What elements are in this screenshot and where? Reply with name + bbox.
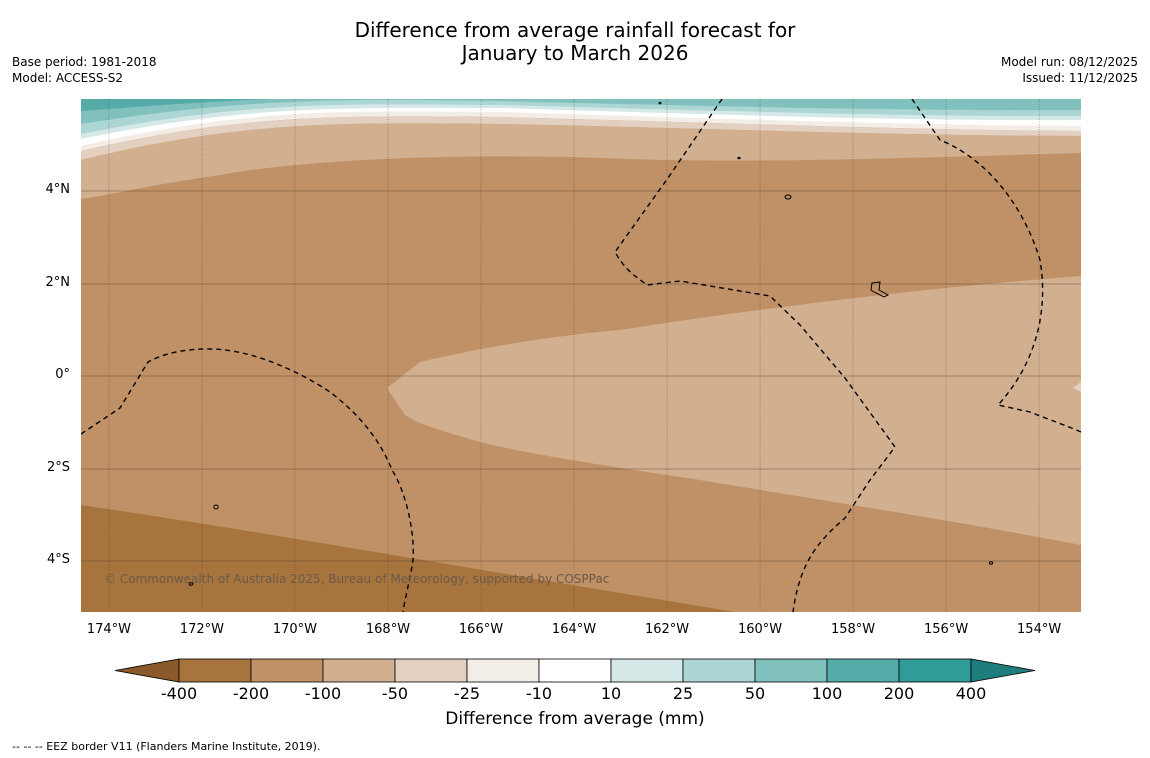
field-50-to-100 [81, 99, 1081, 124]
longitude-grid [108, 99, 1040, 612]
longitude-tick-label: 154°W [1017, 622, 1062, 637]
longitude-tick-label: 158°W [830, 622, 876, 637]
eez-border-central [614, 99, 896, 612]
meta-right: Model run: 08/12/2025 Issued: 11/12/2025 [1001, 54, 1138, 86]
colorbar-segment [178, 658, 252, 683]
latitude-tick-label: 4°N [45, 182, 71, 198]
longitude-tick-label: 168°W [365, 622, 411, 637]
colorbar-tick-label: 50 [744, 684, 766, 703]
colorbar-tick-label: -100 [304, 684, 342, 703]
colorbar-tick-label: -50 [381, 684, 409, 703]
colorbar-tick-label: -10 [525, 684, 553, 703]
colorbar-segment [250, 658, 324, 683]
colorbar-extend-low [114, 658, 180, 683]
eez-border-east [911, 99, 1081, 433]
islands [188, 101, 994, 586]
colorbar-segment [826, 658, 900, 683]
latitude-tick-label: 4°S [46, 552, 70, 568]
longitude-tick-label: 156°W [924, 622, 969, 637]
island [988, 561, 994, 565]
meta-left: Base period: 1981-2018 Model: ACCESS-S2 [12, 54, 157, 86]
colorbar-segment [610, 658, 684, 683]
longitude-tick-label: 164°W [551, 622, 597, 637]
colorbar-tick-label: -25 [453, 684, 481, 703]
longitude-tick-label: 172°W [179, 622, 224, 637]
field-minus100-to-minus50-equatorial [387, 276, 1081, 545]
colorbar-tick-label: 200 [883, 684, 915, 703]
colorbar-tick-label: 100 [811, 684, 843, 703]
eez-borders [81, 99, 1081, 612]
colorbar-segment [322, 658, 396, 683]
colorbar [114, 658, 1036, 683]
island [188, 582, 194, 586]
island [784, 194, 792, 200]
field-minus100-to-minus50-north [81, 123, 1081, 199]
title-line-2: January to March 2026 [461, 41, 689, 65]
island [737, 156, 741, 160]
base-period-label: Base period: 1981-2018 [12, 55, 157, 69]
map-plot-area [81, 99, 1081, 612]
colorbar-tick-label: 25 [672, 684, 694, 703]
title-line-1: Difference from average rainfall forecas… [354, 18, 796, 42]
colorbar-segment [754, 658, 828, 683]
longitude-tick-label: 166°W [458, 622, 504, 637]
model-run-label: Model run: 08/12/2025 [1000, 55, 1138, 69]
field-minus50-to-minus25 [81, 116, 1081, 160]
island [870, 281, 890, 298]
latitude-tick-label: 0° [55, 367, 70, 383]
model-label: Model: ACCESS-S2 [12, 71, 124, 85]
field-minus400-to-minus200 [81, 505, 735, 612]
colorbar-tick-label: 10 [600, 684, 622, 703]
colorbar-tick-label: -400 [160, 684, 198, 703]
latitude-tick-label: 2°S [46, 459, 70, 475]
longitude-tick-label: 174°W [86, 622, 131, 637]
colorbar-segment [538, 658, 612, 683]
colorbar-tick-label: 400 [955, 684, 987, 703]
copyright-notice: © Commonwealth of Australia 2025, Bureau… [104, 572, 610, 586]
chart-title: Difference from average rainfall forecas… [0, 19, 1150, 65]
colorbar-segment [898, 658, 972, 683]
colorbar-segment [682, 658, 756, 683]
colorbar-segment [466, 658, 540, 683]
colorbar-extend-high [970, 658, 1036, 683]
colorbar-title: Difference from average (mm) [445, 709, 705, 729]
latitude-tick-label: 2°N [45, 274, 71, 290]
field-100-to-200 [81, 99, 270, 111]
island [213, 504, 219, 510]
colorbar-segment [394, 658, 468, 683]
island [658, 101, 662, 105]
issued-label: Issued: 11/12/2025 [1022, 71, 1138, 85]
field-minus50-to-minus25-patch [1073, 382, 1081, 392]
longitude-tick-label: 162°W [644, 622, 690, 637]
longitude-tick-label: 160°W [737, 622, 783, 637]
grid [81, 190, 1081, 562]
eez-border-west [81, 348, 414, 612]
longitude-tick-label: 170°W [272, 622, 318, 637]
colorbar-tick-label: -200 [232, 684, 270, 703]
eez-footnote: -- -- -- EEZ border V11 (Flanders Marine… [12, 740, 321, 753]
